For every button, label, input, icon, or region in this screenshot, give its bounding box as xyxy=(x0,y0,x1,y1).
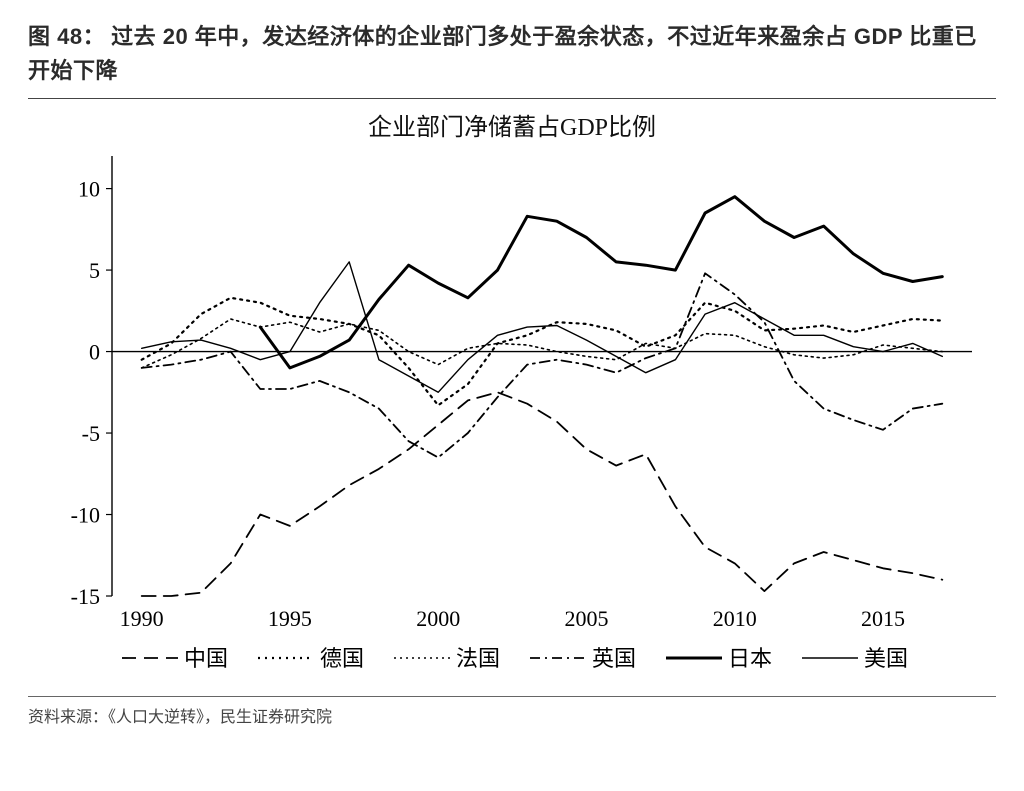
series-英国 xyxy=(142,273,943,457)
source-label: 资料来源： xyxy=(28,709,108,726)
figure-number: 图 48： xyxy=(28,24,105,49)
figure-container: 图 48：过去 20 年中，发达经济体的企业部门多处于盈余状态，不过近年来盈余占… xyxy=(0,0,1024,791)
svg-text:0: 0 xyxy=(89,340,100,365)
svg-text:2015: 2015 xyxy=(861,606,905,631)
figure-caption: 图 48：过去 20 年中，发达经济体的企业部门多处于盈余状态，不过近年来盈余占… xyxy=(28,20,996,88)
svg-text:2010: 2010 xyxy=(713,606,757,631)
chart-area: -15 -10 -5 0 5 10 1990 1995 2000 2005 2010 2015 中国 德国… xyxy=(32,146,992,686)
svg-text:1995: 1995 xyxy=(268,606,312,631)
legend-label-日本: 日本 xyxy=(728,646,772,671)
svg-text:2005: 2005 xyxy=(564,606,608,631)
legend-label-法国: 法国 xyxy=(456,646,500,671)
figure-caption-text: 过去 20 年中，发达经济体的企业部门多处于盈余状态，不过近年来盈余占 GDP … xyxy=(28,24,977,83)
source-text: 《人口大逆转》，民生证券研究院 xyxy=(108,709,332,726)
caption-rule xyxy=(28,98,996,99)
legend-label-中国: 中国 xyxy=(184,646,228,671)
svg-text:1990: 1990 xyxy=(120,606,164,631)
svg-text:-15: -15 xyxy=(71,584,100,609)
chart-title: 企业部门净储蓄占GDP比例 xyxy=(28,107,996,142)
svg-text:5: 5 xyxy=(89,258,100,283)
legend-label-英国: 英国 xyxy=(592,646,636,671)
svg-text:-5: -5 xyxy=(82,421,100,446)
series-中国 xyxy=(142,392,943,596)
line-chart: -15 -10 -5 0 5 10 1990 1995 2000 2005 2010 2015 中国 德国… xyxy=(32,146,992,686)
legend-label-美国: 美国 xyxy=(864,646,908,671)
legend-label-德国: 德国 xyxy=(320,646,364,671)
svg-text:10: 10 xyxy=(78,177,100,202)
source-rule xyxy=(28,696,996,697)
source-line: 资料来源：《人口大逆转》，民生证券研究院 xyxy=(28,703,996,727)
svg-text:-10: -10 xyxy=(71,503,100,528)
svg-text:2000: 2000 xyxy=(416,606,460,631)
